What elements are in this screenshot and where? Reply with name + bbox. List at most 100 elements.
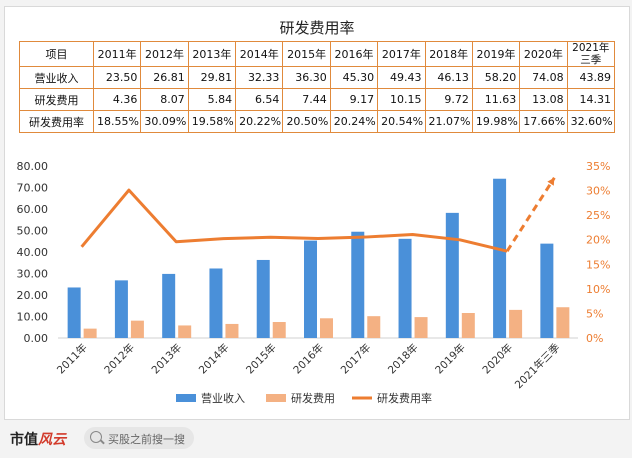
legend-label: 研发费用 bbox=[291, 391, 335, 405]
table-cell: 20.22% bbox=[235, 110, 284, 133]
table-cell: 14.31 bbox=[566, 88, 616, 111]
table-corner-label: 项目 bbox=[19, 41, 94, 67]
x-tick-label: 2012年 bbox=[102, 341, 138, 377]
table-header-cell: 2016年 bbox=[329, 41, 379, 67]
bar-rnd-expense bbox=[556, 307, 570, 338]
bar-revenue bbox=[540, 243, 554, 338]
x-tick-label: 2017年 bbox=[338, 341, 374, 377]
x-tick-label: 2011年 bbox=[54, 341, 90, 377]
y-left-tick-label: 10.00 bbox=[17, 311, 49, 324]
table-cell: 10.15 bbox=[377, 88, 426, 111]
y-left-tick-label: 40.00 bbox=[17, 246, 49, 259]
y-left-tick-label: 0.00 bbox=[24, 332, 49, 345]
brand-seal: 风云 bbox=[38, 432, 66, 448]
search-icon bbox=[90, 431, 102, 443]
y-left-tick-label: 60.00 bbox=[17, 203, 49, 216]
table-cell: 20.24% bbox=[329, 110, 379, 133]
brand-text: 市值 bbox=[10, 432, 38, 448]
bar-revenue bbox=[493, 178, 507, 338]
bar-revenue bbox=[67, 287, 81, 338]
x-tick-label: 2019年 bbox=[432, 341, 468, 377]
table-row: 研发费用 4.36 8.07 5.84 6.54 7.44 9.17 10.15… bbox=[19, 88, 616, 111]
table-cell: 30.09% bbox=[140, 110, 189, 133]
brand-logo: 市值风云 bbox=[10, 429, 66, 449]
bar-rnd-expense bbox=[320, 318, 333, 338]
table-row: 研发费用率 18.55% 30.09% 19.58% 20.22% 20.50%… bbox=[19, 110, 616, 133]
x-tick-label: 2021年三季 bbox=[512, 341, 563, 392]
footer-bar: 市值风云 买股之前搜一搜 bbox=[0, 420, 632, 458]
y-left-tick-label: 50.00 bbox=[17, 225, 49, 238]
bar-revenue bbox=[256, 259, 270, 338]
table-cell: 19.58% bbox=[187, 110, 237, 133]
y-left-tick-label: 30.00 bbox=[17, 268, 49, 281]
table-cell: 36.30 bbox=[282, 66, 331, 89]
bar-revenue bbox=[398, 238, 412, 338]
table-cell: 19.98% bbox=[471, 110, 521, 133]
legend-swatch bbox=[176, 394, 196, 402]
table-cell: 74.08 bbox=[519, 66, 568, 89]
x-tick-label: 2020年 bbox=[480, 341, 516, 377]
line-rnd-rate bbox=[80, 188, 508, 253]
table-cell: 45.30 bbox=[329, 66, 379, 89]
bar-rnd-expense bbox=[272, 322, 286, 338]
legend-label: 营业收入 bbox=[201, 391, 245, 405]
line-rnd-rate-dashed bbox=[505, 176, 556, 253]
chart-title: 研发费用率 bbox=[279, 19, 355, 37]
table-cell: 21.07% bbox=[424, 110, 473, 133]
y-right-tick-label: 15% bbox=[586, 258, 610, 271]
combo-chart: 0.00 10.00 20.00 30.00 40.00 50.00 60.00 70.00 8… bbox=[17, 160, 611, 405]
x-tick-label: 2013年 bbox=[149, 341, 185, 377]
legend-swatch bbox=[266, 394, 286, 402]
y-right-tick-label: 5% bbox=[586, 307, 603, 320]
table-cell: 17.66% bbox=[519, 110, 568, 133]
bar-rnd-expense bbox=[367, 316, 381, 338]
table-row: 营业收入 23.50 26.81 29.81 32.33 36.30 45.30… bbox=[19, 66, 616, 89]
bar-rnd-expense bbox=[130, 320, 144, 338]
y-left-tick-label: 70.00 bbox=[17, 182, 49, 195]
x-tick-label: 2018年 bbox=[385, 341, 421, 377]
table-header-cell: 2017年 bbox=[377, 41, 426, 67]
y-left-tick-label: 20.00 bbox=[17, 289, 49, 302]
table-cell: 7.44 bbox=[282, 88, 331, 111]
bar-revenue bbox=[351, 231, 365, 338]
x-tick-label: 2014年 bbox=[196, 341, 232, 377]
data-table: 项目 2011年 2012年 2013年 2014年 2015年 2016年 2… bbox=[19, 41, 616, 133]
y-right-tick-label: 20% bbox=[586, 234, 610, 247]
search-box[interactable]: 买股之前搜一搜 bbox=[84, 427, 194, 449]
bar-rnd-expense bbox=[509, 309, 523, 338]
table-header-cell: 2015年 bbox=[282, 41, 331, 67]
table-cell: 20.50% bbox=[282, 110, 331, 133]
y-right-tick-label: 25% bbox=[586, 209, 610, 222]
table-cell: 20.54% bbox=[377, 110, 426, 133]
y-right-tick-label: 10% bbox=[586, 283, 610, 296]
table-header-cell: 2019年 bbox=[471, 41, 521, 67]
bar-revenue bbox=[304, 240, 317, 338]
table-header-row: 项目 2011年 2012年 2013年 2014年 2015年 2016年 2… bbox=[19, 41, 616, 67]
y-right-tick-label: 30% bbox=[586, 185, 610, 198]
table-cell: 18.55% bbox=[92, 110, 142, 133]
bar-revenue bbox=[162, 273, 176, 338]
table-cell: 49.43 bbox=[377, 66, 426, 89]
bar-revenue bbox=[209, 268, 223, 338]
bar-rnd-expense bbox=[461, 312, 475, 338]
chart-card: 研发费用率 项目 2011年 2012年 2013年 2014年 2015年 2… bbox=[4, 6, 630, 420]
table-header-cell: 2020年 bbox=[519, 41, 568, 67]
table-header-cell: 2018年 bbox=[424, 41, 473, 67]
bar-revenue bbox=[445, 212, 459, 338]
line-arrow-head bbox=[547, 177, 555, 186]
bar-rnd-expense bbox=[225, 323, 239, 338]
legend-label: 研发费用率 bbox=[377, 391, 432, 405]
table-header-cell: 2021年 三季 bbox=[566, 41, 616, 67]
table-cell: 26.81 bbox=[140, 66, 189, 89]
search-placeholder: 买股之前搜一搜 bbox=[108, 433, 185, 446]
bar-rnd-expense bbox=[178, 325, 192, 338]
y-right-tick-label: 35% bbox=[586, 160, 610, 173]
x-tick-label: 2015年 bbox=[243, 341, 279, 377]
table-header-cell: 2012年 bbox=[140, 41, 189, 67]
x-tick-label: 2016年 bbox=[291, 341, 327, 377]
bar-revenue bbox=[114, 280, 128, 338]
bar-rnd-expense bbox=[414, 317, 428, 338]
table-header-cell: 2013年 bbox=[187, 41, 237, 67]
table-cell: 32.60% bbox=[566, 110, 616, 133]
y-left-tick-label: 80.00 bbox=[17, 160, 49, 173]
